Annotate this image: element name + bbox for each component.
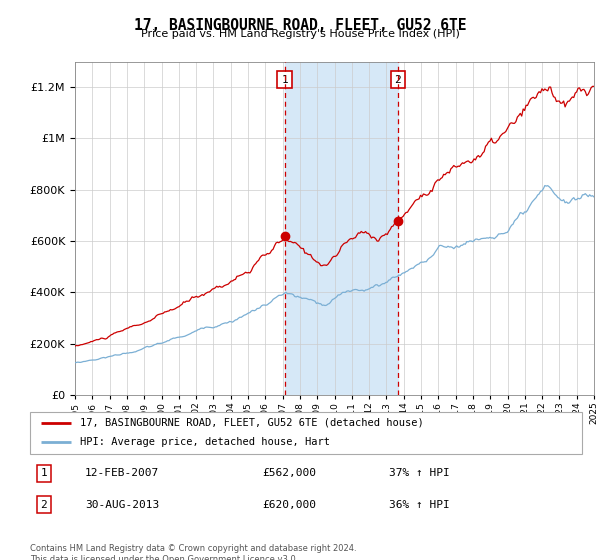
Text: 2: 2 bbox=[395, 74, 401, 85]
Text: HPI: Average price, detached house, Hart: HPI: Average price, detached house, Hart bbox=[80, 437, 329, 447]
Text: 12-FEB-2007: 12-FEB-2007 bbox=[85, 468, 160, 478]
Text: Contains HM Land Registry data © Crown copyright and database right 2024.
This d: Contains HM Land Registry data © Crown c… bbox=[30, 544, 356, 560]
Text: 36% ↑ HPI: 36% ↑ HPI bbox=[389, 500, 449, 510]
Text: 37% ↑ HPI: 37% ↑ HPI bbox=[389, 468, 449, 478]
Text: £562,000: £562,000 bbox=[262, 468, 316, 478]
Bar bbox=[284, 62, 398, 395]
Text: Price paid vs. HM Land Registry's House Price Index (HPI): Price paid vs. HM Land Registry's House … bbox=[140, 29, 460, 39]
Text: 17, BASINGBOURNE ROAD, FLEET, GU52 6TE: 17, BASINGBOURNE ROAD, FLEET, GU52 6TE bbox=[134, 18, 466, 33]
Text: 2: 2 bbox=[40, 500, 47, 510]
Text: 30-AUG-2013: 30-AUG-2013 bbox=[85, 500, 160, 510]
Text: 17, BASINGBOURNE ROAD, FLEET, GU52 6TE (detached house): 17, BASINGBOURNE ROAD, FLEET, GU52 6TE (… bbox=[80, 418, 424, 428]
FancyBboxPatch shape bbox=[30, 412, 582, 454]
Text: 1: 1 bbox=[281, 74, 288, 85]
Text: £620,000: £620,000 bbox=[262, 500, 316, 510]
Text: 1: 1 bbox=[40, 468, 47, 478]
